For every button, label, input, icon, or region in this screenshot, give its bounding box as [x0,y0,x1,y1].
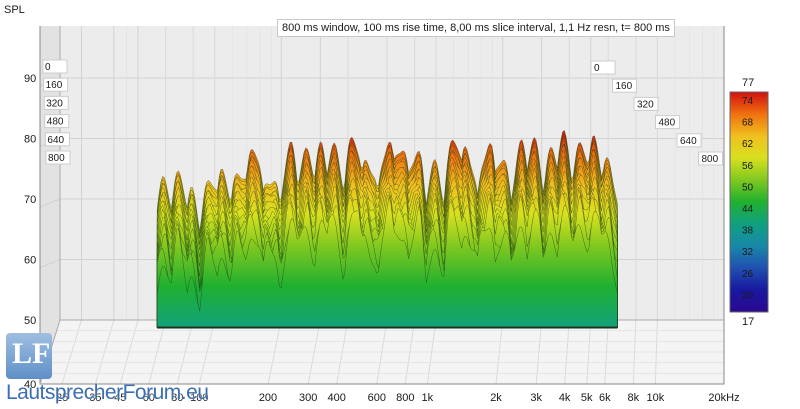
x-tick-10k: 10k [646,392,664,404]
time-tick-right-0: 0 [590,60,616,75]
watermark-logo: LF LautsprecherForum.eu [6,333,209,404]
svg-text:0: 0 [45,62,51,73]
x-tick-400: 400 [327,392,345,404]
colorbar-bar [729,91,769,313]
colorbar-tick-74: 74 [742,96,754,107]
chart-title: 800 ms window, 100 ms rise time, 8,00 ms… [277,19,675,37]
time-tick-right-480: 480 [655,115,680,130]
x-tick-80: 80 [171,392,183,404]
x-tick-60: 60 [143,392,155,404]
y-tick-90: 90 [24,73,36,85]
time-tick-left-480: 480 [44,114,70,129]
watermark-text: LautsprecherForum.eu [6,381,209,404]
y-tick-70: 70 [24,194,36,206]
time-tick-labels-right: 0 160 320 480 640 800 [590,60,723,166]
x-tick-45: 45 [114,392,126,404]
x-tick-labels: 25 35 45 60 80 100 200 300 400 600 800 1k 2k 3k 4k 5k 6k… [56,392,740,404]
y-axis-title: SPL [4,4,25,16]
time-tick-right-160: 160 [612,78,637,93]
x-tick-3k: 3k [530,392,542,404]
colorbar-tick-38: 38 [742,226,754,237]
svg-text:320: 320 [46,98,63,109]
colorbar-tick-44: 44 [742,204,754,215]
x-tick-6k: 6k [599,392,611,404]
colorbar-tick-26: 26 [742,269,754,280]
x-tick-800: 800 [396,392,414,404]
time-tick-right-800: 800 [698,151,723,166]
svg-text:160: 160 [616,81,633,92]
x-tick-8k: 8k [627,392,639,404]
x-tick-200: 200 [259,392,277,404]
colorbar-tick-56: 56 [742,161,754,172]
time-tick-labels-left: 0 160 320 480 640 800 [42,59,71,165]
time-tick-left-160: 160 [43,77,69,92]
colorbar-tick-62: 62 [742,139,754,150]
x-tick-100: 100 [190,392,208,404]
svg-text:160: 160 [46,80,63,91]
x-tick-2k: 2k [490,392,502,404]
time-tick-left-320: 320 [43,95,69,110]
h-gridline-side [39,259,61,268]
svg-text:480: 480 [659,118,676,129]
y-tick-labels: 90 80 70 60 50 40 [24,73,36,391]
svg-text:800: 800 [702,154,719,165]
x-tick-35: 35 [89,392,101,404]
h-gridline-side [39,198,61,208]
svg-text:800: 800 [48,153,65,164]
time-tick-left-0: 0 [42,59,68,74]
x-tick-5k: 5k [581,392,593,404]
waterfall-slice-27 [156,196,618,327]
colorbar-max: 77 [742,77,754,89]
y-tick-80: 80 [24,134,36,146]
svg-text:640: 640 [680,136,697,147]
svg-text:640: 640 [47,135,64,146]
time-tick-right-320: 320 [633,96,659,111]
colorbar-tick-50: 50 [742,182,754,193]
time-tick-right-640: 640 [676,133,702,148]
time-tick-left-640: 640 [44,132,70,147]
x-tick-4k: 4k [559,392,571,404]
y-tick-50: 50 [24,315,36,327]
box-edge [39,26,725,385]
colorbar-min: 17 [742,316,754,328]
svg-text:320: 320 [637,99,654,110]
x-tick-600: 600 [368,392,386,404]
floor-grid [43,319,725,385]
waterfall-surface [156,129,618,329]
colorbar: 77 17 74 68 62 56 50 44 38 32 26 20 [729,77,769,328]
colorbar-tick-20: 20 [742,290,754,301]
logo-badge: LF [6,333,52,379]
logo-letters: LF [12,337,51,370]
svg-text:480: 480 [47,117,64,128]
svg-text:0: 0 [594,63,600,74]
y-tick-40: 40 [24,379,36,391]
x-tick-1k: 1k [422,392,434,404]
time-tick-left-800: 800 [45,150,71,165]
y-tick-60: 60 [24,255,36,267]
colorbar-tick-32: 32 [742,247,754,258]
colorbar-tick-68: 68 [742,118,754,129]
x-tick-300: 300 [299,392,317,404]
x-tick-20kHz: 20kHz [708,392,739,404]
colorbar-ticks: 74 68 62 56 50 44 38 32 26 20 [742,96,754,301]
x-tick-25: 25 [56,392,68,404]
